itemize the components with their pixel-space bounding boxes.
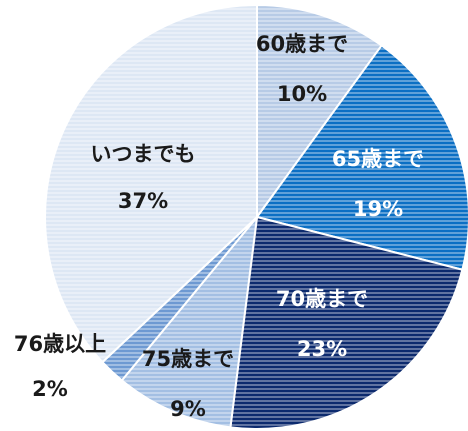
slice-value-label: 9% <box>170 397 206 421</box>
slice-label: 70歳まで <box>276 287 368 311</box>
pie <box>44 3 468 430</box>
slice-label: 65歳まで <box>332 147 424 171</box>
slice-texture <box>257 45 468 270</box>
slice-value-label: 2% <box>32 377 68 401</box>
slice-label: 75歳まで <box>142 347 234 371</box>
slice-value-label: 23% <box>297 337 347 361</box>
slice-texture <box>230 217 463 429</box>
slice-texture <box>257 5 382 217</box>
slice-label: 76歳以上 <box>14 332 106 356</box>
slice-label: 60歳まで <box>256 32 348 56</box>
labels: 60歳まで 10% 65歳まで 19% 70歳まで 23% 75歳まで 9% 76歳以上 2% いつ… <box>14 32 424 421</box>
slice-value-label: 37% <box>118 189 168 213</box>
slice-texture <box>45 5 257 363</box>
slice-texture <box>102 217 257 381</box>
slice-value-label: 10% <box>277 82 327 106</box>
slice-value-label: 19% <box>353 197 403 221</box>
slice-label: いつまでも <box>91 142 196 166</box>
slice-texture <box>121 217 257 428</box>
